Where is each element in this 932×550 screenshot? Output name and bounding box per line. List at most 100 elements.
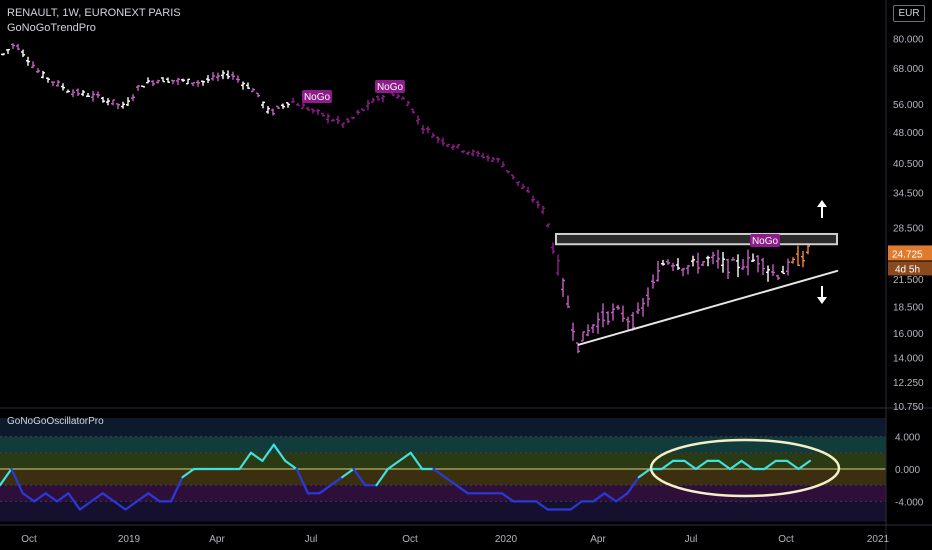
price-bar (781, 265, 785, 275)
price-tick-label: 48.000 (893, 128, 924, 139)
price-bar (236, 75, 240, 83)
price-bar (651, 274, 655, 289)
time-tick-label: Jul (305, 534, 318, 545)
price-bar (566, 295, 570, 308)
price-bar (111, 99, 115, 106)
countdown-value: 4d 5h (895, 264, 920, 275)
price-bar (661, 259, 665, 266)
price-bar (591, 324, 595, 334)
price-bar (606, 311, 610, 325)
chart-header: RENAULT, 1W, EURONEXT PARIS GoNoGoTrendP… (7, 6, 181, 36)
price-bar (356, 109, 360, 115)
osc-segment (55, 492, 70, 503)
time-tick-label: Apr (590, 534, 606, 545)
osc-band-nogo (0, 485, 886, 502)
price-bar (506, 170, 510, 174)
price-bar (736, 254, 740, 278)
price-bar (291, 97, 295, 103)
price-bar (186, 78, 190, 85)
price-bar (401, 96, 405, 100)
osc-segment (124, 500, 139, 511)
price-bar (646, 287, 650, 307)
price-bar (601, 303, 605, 328)
price-bar (6, 48, 10, 54)
osc-segment (786, 459, 800, 471)
time-tick-label: 2019 (118, 534, 141, 545)
nogo-label: NoGo (375, 80, 405, 93)
time-tick-label: 2020 (495, 534, 518, 545)
osc-segment (592, 492, 606, 503)
price-bar (801, 250, 805, 268)
price-bar (286, 102, 290, 108)
osc-segment (763, 459, 777, 471)
indicator-label-main[interactable]: GoNoGoTrendPro (7, 22, 96, 34)
osc-segment (409, 451, 424, 471)
time-tick-label: Apr (209, 534, 225, 545)
price-bar (131, 94, 135, 102)
price-bar (481, 152, 485, 159)
osc-segment (569, 500, 583, 511)
price-bar (21, 49, 25, 57)
price-tick-label: 28.500 (893, 223, 924, 234)
time-tick-label: Oct (778, 534, 794, 545)
price-tick-label: 16.000 (893, 329, 924, 340)
price-bar (86, 92, 90, 98)
price-bar (561, 277, 565, 298)
price-bar (571, 322, 575, 341)
price-bar (161, 77, 165, 83)
symbol-title[interactable]: RENAULT, 1W, EURONEXT PARIS (7, 7, 181, 19)
price-bar (251, 88, 255, 93)
osc-segment (626, 476, 640, 495)
price-bar (461, 150, 465, 154)
highlight-ellipse (649, 438, 841, 498)
price-bar (226, 70, 230, 80)
price-bar (36, 68, 40, 73)
price-bar (26, 56, 30, 66)
oscillator-panel: GoNoGoOscillatorPro (0, 416, 886, 522)
down-arrow-icon (817, 286, 827, 304)
currency-button[interactable]: EUR (893, 5, 925, 22)
price-bar (281, 103, 285, 109)
price-bar (616, 304, 620, 310)
nogo-label-bg (302, 90, 332, 103)
osc-segment (717, 459, 732, 471)
price-bar (746, 249, 750, 276)
price-bar (51, 81, 55, 87)
price-bar (316, 108, 320, 116)
price-bar (81, 90, 85, 97)
osc-segment (147, 492, 161, 503)
price-bar (231, 71, 235, 80)
price-bar (91, 90, 95, 102)
osc-segment (78, 500, 93, 511)
price-bar (261, 101, 265, 109)
osc-segment (249, 451, 264, 462)
osc-segment (318, 484, 332, 495)
last-price-tag (888, 245, 932, 261)
price-bar (666, 259, 670, 265)
price-bar (641, 297, 645, 317)
price-bar (216, 72, 220, 82)
osc-segment (112, 500, 127, 511)
osc-segment (683, 459, 698, 471)
nogo-label: NoGo (302, 90, 332, 103)
price-bar (371, 97, 375, 103)
osc-segment (90, 492, 104, 503)
price-bar (381, 94, 385, 103)
price-bar (126, 97, 130, 106)
osc-segment (729, 459, 743, 471)
price-bar (171, 79, 175, 85)
price-bar (446, 143, 450, 148)
support-trendline (577, 269, 839, 346)
price-bar (321, 112, 325, 117)
price-bar (366, 99, 370, 111)
nogo-label: NoGo (750, 234, 780, 247)
osc-segment (238, 451, 253, 471)
resistance-zone (555, 232, 838, 246)
osc-segment (432, 467, 447, 479)
osc-segment (135, 492, 150, 503)
price-bar (531, 195, 535, 204)
nogo-label-text: NoGo (752, 236, 779, 247)
osc-segment (660, 459, 675, 471)
